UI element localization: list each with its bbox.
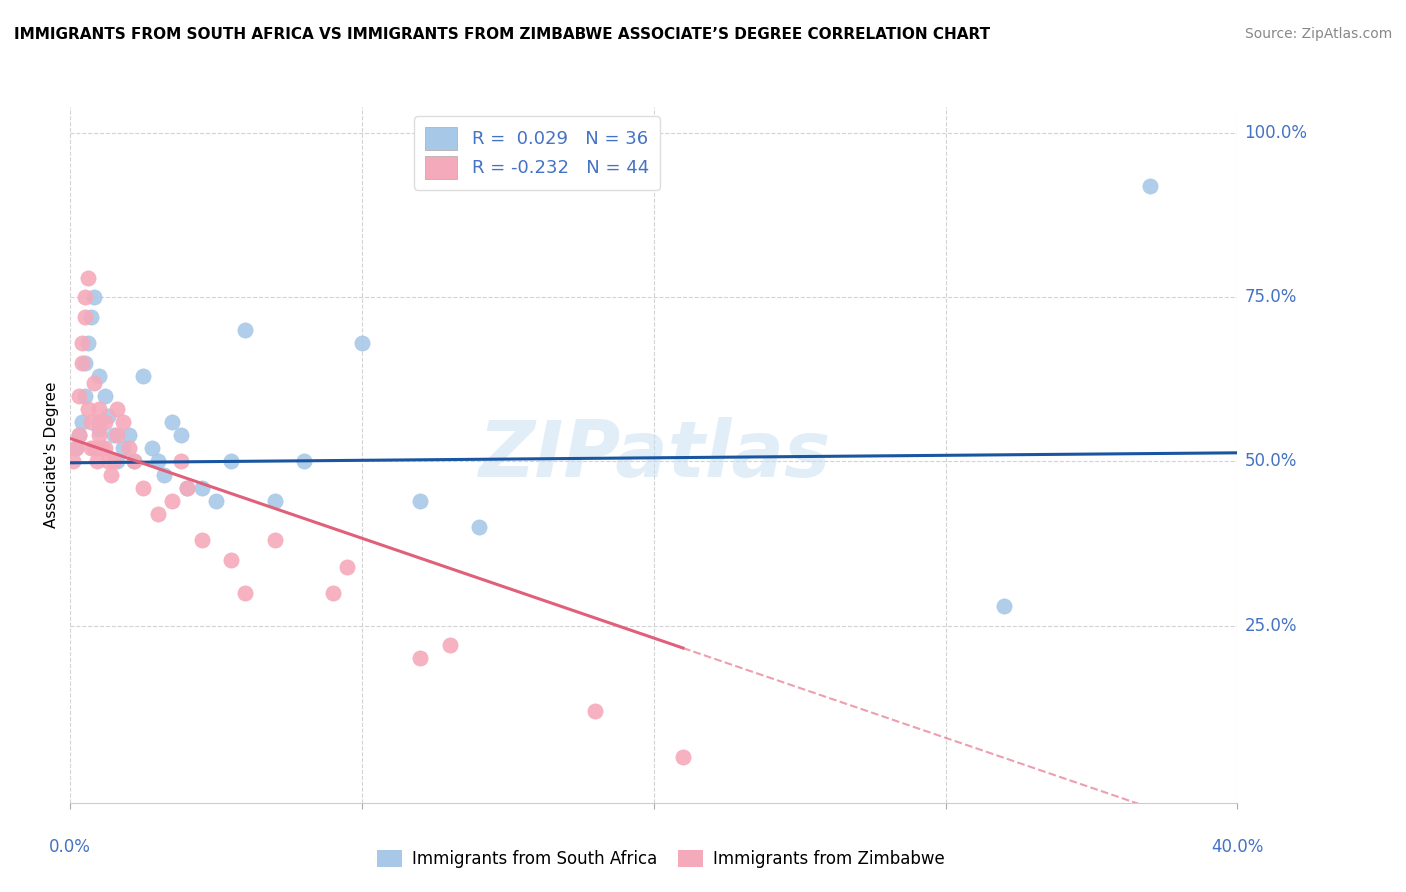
Point xyxy=(89,422,111,436)
Point xyxy=(409,494,432,508)
Point xyxy=(89,369,111,384)
Point xyxy=(83,290,105,304)
Point xyxy=(65,442,87,456)
Point xyxy=(233,586,256,600)
Point xyxy=(97,454,120,468)
Point xyxy=(76,336,98,351)
Point xyxy=(73,310,96,324)
Point xyxy=(176,481,198,495)
Point xyxy=(94,442,117,456)
Point xyxy=(132,481,155,495)
Point xyxy=(83,376,105,390)
Point xyxy=(83,442,105,456)
Point xyxy=(170,428,193,442)
Point xyxy=(233,323,256,337)
Point xyxy=(585,704,607,718)
Point xyxy=(97,409,120,423)
Point xyxy=(105,428,128,442)
Point xyxy=(70,415,93,429)
Point xyxy=(76,401,98,416)
Point xyxy=(152,467,174,482)
Point xyxy=(100,467,122,482)
Point xyxy=(65,442,87,456)
Point xyxy=(176,481,198,495)
Point xyxy=(336,559,359,574)
Point xyxy=(468,520,491,534)
Point xyxy=(103,428,125,442)
Point xyxy=(89,401,111,416)
Point xyxy=(263,533,285,548)
Text: 25.0%: 25.0% xyxy=(1244,616,1296,634)
Point xyxy=(124,454,146,468)
Text: 75.0%: 75.0% xyxy=(1244,288,1296,306)
Point xyxy=(73,356,96,370)
Point xyxy=(76,270,98,285)
Point xyxy=(146,454,169,468)
Text: 0.0%: 0.0% xyxy=(49,838,91,856)
Point xyxy=(111,415,134,429)
Text: ZIPatlas: ZIPatlas xyxy=(478,417,830,493)
Point xyxy=(94,389,117,403)
Point xyxy=(439,638,461,652)
Point xyxy=(67,428,90,442)
Point xyxy=(170,454,193,468)
Point xyxy=(118,442,141,456)
Legend: Immigrants from South Africa, Immigrants from Zimbabwe: Immigrants from South Africa, Immigrants… xyxy=(371,843,950,875)
Y-axis label: Associate's Degree: Associate's Degree xyxy=(44,382,59,528)
Point xyxy=(132,369,155,384)
Point xyxy=(80,442,103,456)
Point xyxy=(292,454,315,468)
Point xyxy=(352,336,374,351)
Text: 40.0%: 40.0% xyxy=(1211,838,1264,856)
Text: IMMIGRANTS FROM SOUTH AFRICA VS IMMIGRANTS FROM ZIMBABWE ASSOCIATE’S DEGREE CORR: IMMIGRANTS FROM SOUTH AFRICA VS IMMIGRAN… xyxy=(14,27,990,42)
Point xyxy=(124,454,146,468)
Point xyxy=(118,428,141,442)
Point xyxy=(409,651,432,665)
Point xyxy=(103,454,125,468)
Text: 100.0%: 100.0% xyxy=(1244,124,1308,143)
Point xyxy=(62,454,84,468)
Point xyxy=(86,442,108,456)
Point xyxy=(73,389,96,403)
Point xyxy=(80,415,103,429)
Point xyxy=(190,481,212,495)
Point xyxy=(70,356,93,370)
Point xyxy=(105,401,128,416)
Point xyxy=(89,415,111,429)
Point xyxy=(86,454,108,468)
Point xyxy=(162,494,184,508)
Legend: R =  0.029   N = 36, R = -0.232   N = 44: R = 0.029 N = 36, R = -0.232 N = 44 xyxy=(415,116,659,190)
Point xyxy=(89,428,111,442)
Point xyxy=(146,507,169,521)
Point xyxy=(80,310,103,324)
Point xyxy=(67,389,90,403)
Point xyxy=(190,533,212,548)
Point xyxy=(993,599,1015,613)
Point xyxy=(322,586,344,600)
Point xyxy=(219,553,242,567)
Point xyxy=(91,442,114,456)
Point xyxy=(67,428,90,442)
Point xyxy=(105,454,128,468)
Point xyxy=(70,336,93,351)
Point xyxy=(263,494,285,508)
Point xyxy=(141,442,163,456)
Point xyxy=(111,442,134,456)
Point xyxy=(73,290,96,304)
Text: 50.0%: 50.0% xyxy=(1244,452,1296,470)
Text: Source: ZipAtlas.com: Source: ZipAtlas.com xyxy=(1244,27,1392,41)
Point xyxy=(162,415,184,429)
Point xyxy=(219,454,242,468)
Point xyxy=(205,494,228,508)
Point xyxy=(94,415,117,429)
Point xyxy=(1139,178,1161,193)
Point xyxy=(672,749,695,764)
